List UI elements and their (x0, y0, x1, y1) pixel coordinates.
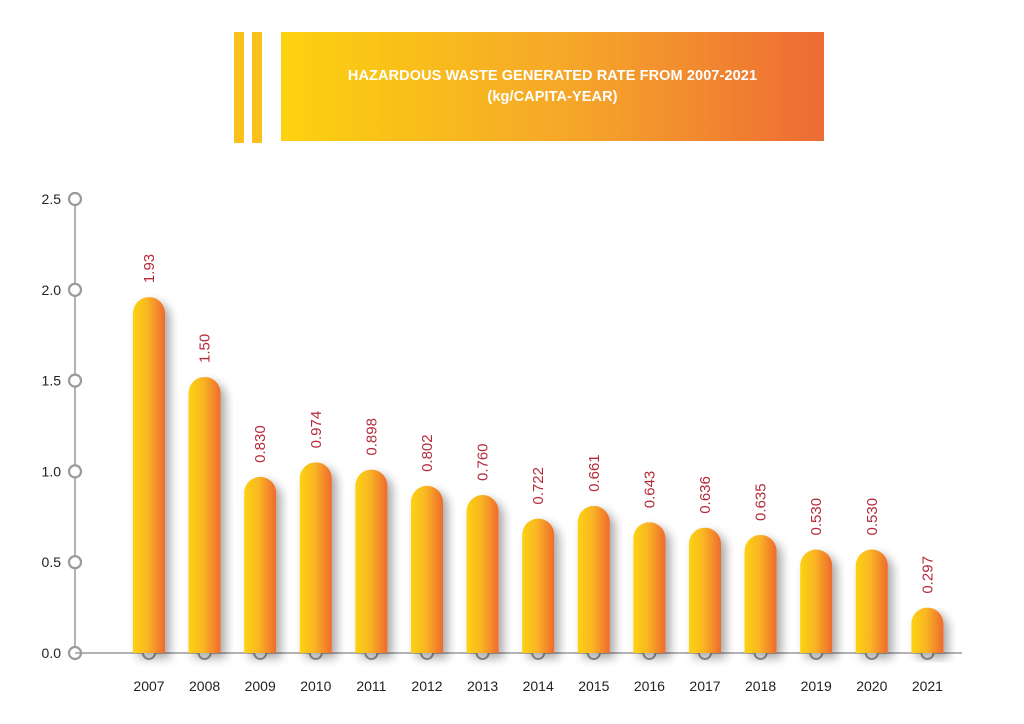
x-tick-label: 2016 (634, 678, 665, 694)
bar-2007 (133, 297, 165, 653)
data-label-2007: 1.93 (141, 254, 158, 283)
x-axis: 2007 2008 2009 2010 2011 2012 2013 2014 2015 2016… (75, 646, 962, 694)
bar-2021 (911, 607, 944, 653)
y-tick-label: 0.0 (42, 645, 62, 661)
x-tick-label: 2014 (523, 678, 554, 694)
y-tick-marker (67, 555, 83, 570)
x-tick-label: 2010 (300, 678, 331, 694)
bar-2013 (466, 495, 499, 653)
x-tick-label: 2015 (578, 678, 609, 694)
bar-2015 (577, 505, 610, 653)
data-label-2009: 0.830 (252, 425, 269, 463)
x-tick-label: 2007 (133, 678, 164, 694)
data-label-2010: 0.974 (308, 411, 325, 449)
data-label-2020: 0.530 (864, 498, 881, 536)
bar-2018 (744, 534, 777, 653)
x-tick-label: 2009 (245, 678, 276, 694)
y-axis: 0.0 0.5 1.0 1.5 2.0 2.5 (42, 191, 83, 661)
x-tick-label: 2019 (801, 678, 832, 694)
data-label-2017: 0.636 (697, 476, 714, 514)
x-tick-label: 2018 (745, 678, 776, 694)
y-tick-marker (67, 464, 83, 479)
data-label-2012: 0.802 (419, 434, 436, 472)
chart-title-banner: HAZARDOUS WASTE GENERATED RATE FROM 2007… (281, 32, 824, 141)
bar-2016 (633, 522, 666, 653)
data-label-2008: 1.50 (197, 334, 214, 363)
bar-series: 1.93 1.50 0.830 0.974 0.898 0.802 0.760 0.722 0.… (133, 254, 944, 653)
bar-2014 (522, 518, 555, 653)
y-tick-label: 0.5 (42, 554, 62, 570)
y-tick-marker (67, 373, 83, 388)
data-label-2018: 0.635 (753, 483, 770, 521)
banner-stripe-left (234, 32, 244, 143)
data-label-2013: 0.760 (475, 443, 492, 481)
data-label-2015: 0.661 (586, 454, 603, 492)
bar-2011 (355, 469, 388, 653)
bar-2012 (411, 485, 443, 653)
x-tick-label: 2020 (856, 678, 887, 694)
y-tick-label: 2.5 (42, 191, 62, 207)
bar-2008 (188, 376, 221, 653)
bar-2020 (855, 549, 888, 653)
chart-subtitle: (kg/CAPITA-YEAR) (487, 88, 618, 105)
y-tick-label: 1.5 (42, 373, 62, 389)
x-tick-label: 2008 (189, 678, 220, 694)
y-tick-label: 2.0 (42, 282, 62, 298)
data-label-2021: 0.297 (919, 556, 936, 594)
bar-2009 (244, 476, 277, 653)
data-label-2014: 0.722 (530, 467, 547, 505)
x-tick-label: 2012 (411, 678, 442, 694)
bar-2010 (299, 462, 332, 653)
data-label-2019: 0.530 (808, 498, 825, 536)
y-tick-marker (67, 282, 83, 297)
y-tick-marker (67, 191, 83, 207)
x-tick-label: 2011 (356, 678, 386, 694)
x-tick-label: 2017 (689, 678, 720, 694)
data-label-2011: 0.898 (363, 418, 380, 456)
bar-2017 (689, 527, 721, 653)
x-tick-label: 2013 (467, 678, 498, 694)
y-tick-label: 1.0 (42, 463, 62, 479)
x-tick-label: 2021 (912, 678, 943, 694)
bar-2019 (800, 549, 833, 653)
data-label-2016: 0.643 (641, 471, 658, 509)
banner-stripe-right (252, 32, 262, 143)
chart-title: HAZARDOUS WASTE GENERATED RATE FROM 2007… (347, 67, 758, 84)
